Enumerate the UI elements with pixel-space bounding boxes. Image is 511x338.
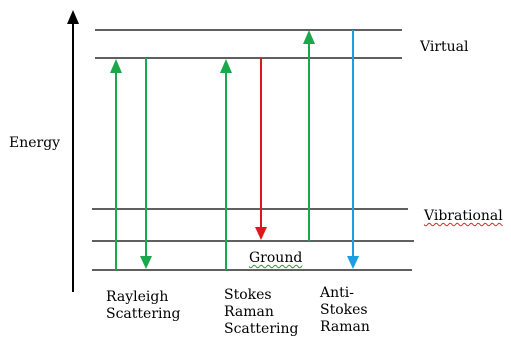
rayleigh-label-line-1: Rayleigh xyxy=(106,289,169,305)
stokes-label-line-1: Stokes xyxy=(224,287,272,303)
anti-stokes-label-line-2: Stokes xyxy=(320,302,368,318)
rayleigh-emission-arrowhead xyxy=(140,256,152,269)
stokes-emission-arrowhead xyxy=(255,227,267,240)
stokes-label-line-3: Scattering xyxy=(224,321,299,337)
stokes-label-line-2: Raman xyxy=(224,304,274,320)
energy-axis-label: Energy xyxy=(9,135,61,151)
rayleigh-label-line-2: Scattering xyxy=(106,306,181,322)
stokes-excitation-arrowhead xyxy=(220,59,232,73)
anti-stokes-emission-arrowhead xyxy=(347,256,359,269)
anti-stokes-label-line-3: Raman xyxy=(320,319,370,335)
ground-level-label: Ground xyxy=(249,250,303,266)
anti-stokes-excitation-arrowhead xyxy=(303,30,315,44)
anti-stokes-label-line-1: Anti- xyxy=(320,285,354,301)
virtual-level-label: Virtual xyxy=(420,39,469,55)
energy-axis-arrowhead xyxy=(67,10,79,24)
rayleigh-excitation-arrowhead xyxy=(110,59,122,73)
vibrational-level-label: Vibrational xyxy=(424,208,503,224)
